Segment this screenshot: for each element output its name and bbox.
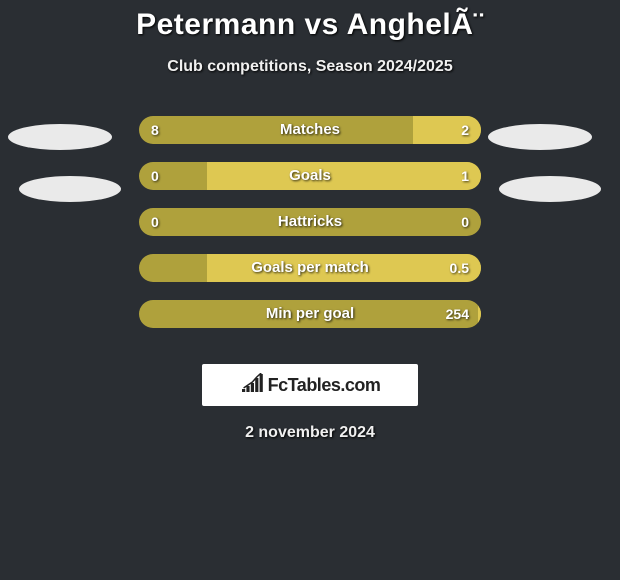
- stat-label: Matches: [139, 116, 481, 144]
- stat-bar: 0.5Goals per match: [139, 254, 481, 282]
- logo-text: FcTables.com: [268, 375, 381, 396]
- bar-chart-icon: [240, 373, 264, 398]
- stat-label: Min per goal: [139, 300, 481, 328]
- stats-area: 82Matches 01Goals 00Hattricks 0.5Goals per …: [0, 116, 620, 356]
- page-title: Petermann vs AnghelÃ¨: [0, 8, 620, 42]
- stat-label: Hattricks: [139, 208, 481, 236]
- stat-row: 254Min per goal: [0, 300, 620, 346]
- team-ellipse: [8, 124, 112, 150]
- stat-label: Goals per match: [139, 254, 481, 282]
- subtitle: Club competitions, Season 2024/2025: [0, 58, 620, 76]
- stat-bar: 82Matches: [139, 116, 481, 144]
- stat-bar: 00Hattricks: [139, 208, 481, 236]
- team-ellipse: [488, 124, 592, 150]
- widget-root: Petermann vs AnghelÃ¨ Club competitions,…: [0, 0, 620, 442]
- date-text: 2 november 2024: [0, 424, 620, 442]
- team-ellipse: [499, 176, 601, 202]
- stat-label: Goals: [139, 162, 481, 190]
- stat-row: 0.5Goals per match: [0, 254, 620, 300]
- logo-box[interactable]: FcTables.com: [202, 364, 418, 406]
- team-ellipse: [19, 176, 121, 202]
- stat-bar: 254Min per goal: [139, 300, 481, 328]
- stat-row: 00Hattricks: [0, 208, 620, 254]
- stat-bar: 01Goals: [139, 162, 481, 190]
